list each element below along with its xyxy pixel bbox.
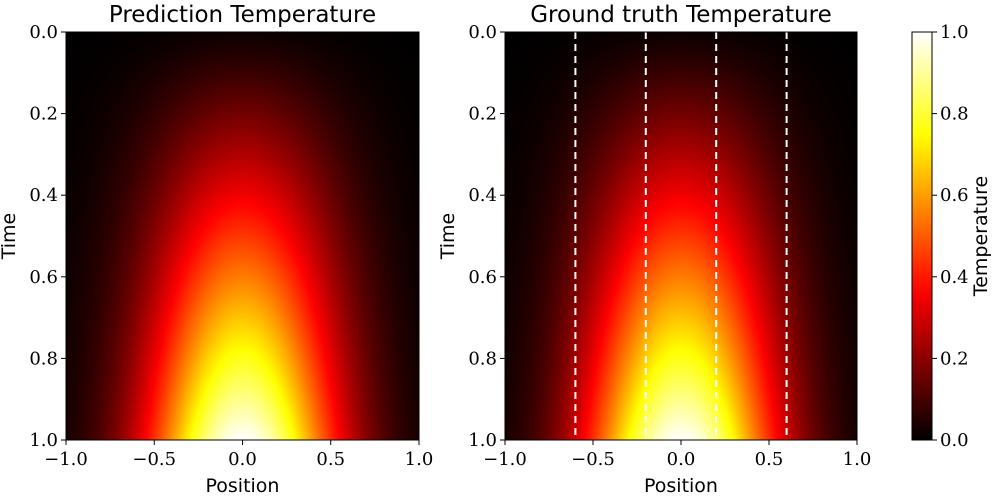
- y-tick-label: 0.8: [468, 348, 497, 369]
- heatmap-image: [505, 32, 857, 440]
- chart-title: Prediction Temperature: [109, 2, 376, 28]
- y-tick-label: 0.6: [29, 267, 58, 288]
- y-tick-label: 0.8: [29, 348, 58, 369]
- x-tick-label: 1.0: [843, 449, 872, 470]
- y-axis-label: Time: [437, 213, 459, 261]
- x-tick-label: 0.5: [755, 449, 784, 470]
- x-tick-label: 1.0: [405, 449, 434, 470]
- y-axis-label: Time: [0, 213, 20, 261]
- y-tick-label: 0.6: [468, 267, 497, 288]
- y-tick-label: 1.0: [468, 430, 497, 451]
- x-axis-label: Position: [206, 475, 280, 497]
- colorbar-tick-label: 0.4: [940, 267, 969, 288]
- colorbar-tick-label: 1.0: [940, 22, 969, 43]
- colorbar-frame: [911, 31, 933, 441]
- heatmap-panel-2: −1.0 −0.5 0.0 0.5 1.0 0.0 0.2 0.4 0.6 0.8 1.0 Groun…: [437, 2, 871, 497]
- x-tick-label: 0.5: [316, 449, 345, 470]
- y-tick-label: 0.4: [29, 185, 58, 206]
- colorbar-gradient: [912, 32, 932, 440]
- colorbar-tick-label: 0.2: [940, 348, 969, 369]
- colorbar-tick-label: 0.6: [940, 185, 969, 206]
- y-tick-label: 0.2: [468, 104, 497, 125]
- x-tick-label: 0.0: [667, 449, 696, 470]
- y-tick-label: 0.0: [468, 22, 497, 43]
- y-tick-label: 0.2: [29, 104, 58, 125]
- x-tick-label: −0.5: [571, 449, 615, 470]
- x-tick-label: 0.0: [228, 449, 257, 470]
- y-tick-label: 0.4: [468, 185, 497, 206]
- colorbar-label: Temperature: [970, 176, 992, 297]
- colorbar: 0.0 0.2 0.4 0.6 0.8 1.0 Temperature: [911, 22, 992, 451]
- heatmap-panel-1: −1.0 −0.5 0.0 0.5 1.0 0.0 0.2 0.4 0.6 0.8 1.0 Predi…: [0, 2, 433, 497]
- y-tick-label: 0.0: [29, 22, 58, 43]
- heatmap-image: [66, 32, 419, 440]
- x-axis-label: Position: [644, 475, 718, 497]
- chart-title: Ground truth Temperature: [530, 2, 832, 28]
- x-tick-label: −1.0: [483, 449, 527, 470]
- colorbar-tick-label: 0.0: [940, 430, 969, 451]
- y-tick-label: 1.0: [29, 430, 58, 451]
- x-tick-label: −0.5: [132, 449, 176, 470]
- colorbar-tick-label: 0.8: [940, 104, 969, 125]
- x-tick-label: −1.0: [44, 449, 88, 470]
